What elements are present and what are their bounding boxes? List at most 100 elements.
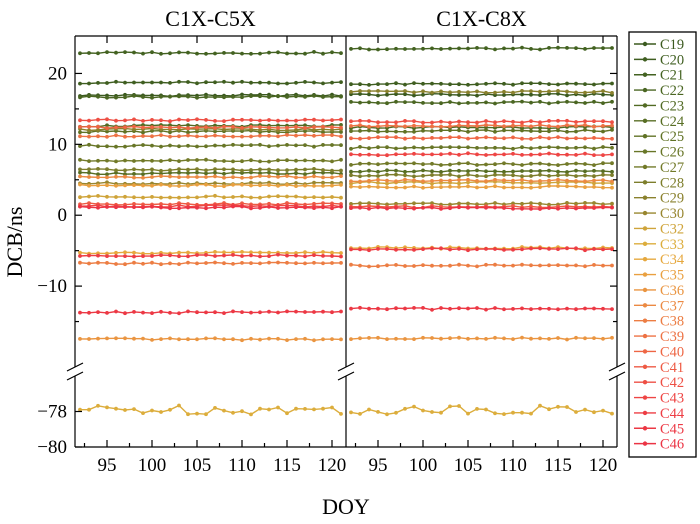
data-point [285, 158, 289, 163]
data-point [294, 337, 298, 341]
data-point [105, 123, 109, 128]
data-point [159, 80, 163, 85]
data-point [339, 204, 343, 209]
series-c21 [78, 50, 343, 56]
data-point [159, 125, 163, 129]
data-point [376, 205, 380, 210]
legend-label: C23 [660, 98, 684, 114]
data-point [195, 182, 199, 187]
data-point [385, 206, 389, 211]
data-point [583, 162, 587, 166]
data-point [511, 178, 515, 183]
data-point [132, 127, 136, 132]
data-point [466, 101, 470, 105]
legend-label: C22 [660, 83, 684, 99]
data-point [610, 120, 614, 125]
data-point [312, 94, 316, 98]
series-line [350, 129, 613, 133]
data-point [177, 167, 181, 172]
legend-label: C35 [660, 268, 684, 284]
x-axis-title: DOY [322, 494, 370, 519]
data-point [547, 136, 551, 141]
data-point [349, 146, 353, 151]
data-point [565, 89, 569, 94]
data-point [394, 89, 398, 94]
data-point [321, 133, 325, 138]
data-point [421, 162, 425, 167]
data-point [312, 195, 316, 200]
data-point [583, 47, 587, 51]
data-point [394, 152, 398, 157]
data-point [403, 129, 407, 134]
data-point [511, 185, 515, 190]
data-point [547, 129, 551, 134]
data-point [150, 175, 154, 179]
data-point [610, 335, 614, 340]
legend-label: C43 [660, 391, 684, 407]
data-point [285, 174, 289, 178]
data-point [132, 175, 136, 180]
data-point [204, 412, 208, 417]
data-point [349, 124, 353, 128]
data-point [574, 145, 578, 150]
data-point [105, 336, 109, 341]
data-point [457, 174, 461, 179]
data-point [358, 336, 362, 341]
data-point [592, 206, 596, 210]
data-point [430, 181, 434, 186]
data-point [339, 183, 343, 187]
data-point [583, 336, 587, 341]
data-point [565, 152, 569, 157]
data-point [358, 118, 362, 123]
data-point [403, 152, 407, 157]
data-point [556, 184, 560, 188]
data-point [240, 175, 244, 180]
data-point [96, 128, 100, 132]
data-point [430, 90, 434, 95]
data-point [312, 310, 316, 314]
data-point [583, 145, 587, 150]
data-point [421, 152, 425, 157]
data-point [367, 100, 371, 105]
data-point [276, 168, 280, 173]
data-point [367, 306, 371, 311]
data-point [421, 124, 425, 128]
data-point [249, 183, 253, 188]
data-point [267, 170, 271, 175]
data-point [168, 253, 172, 258]
data-point [457, 101, 461, 106]
data-point [231, 337, 235, 342]
data-point [330, 175, 334, 180]
data-point [294, 143, 298, 148]
data-point [168, 174, 172, 179]
data-point [312, 174, 316, 179]
data-point [529, 201, 533, 206]
data-point [249, 51, 253, 56]
data-point [385, 247, 389, 251]
data-point [78, 118, 82, 123]
data-point [141, 80, 145, 85]
data-point [367, 146, 371, 151]
data-point [394, 247, 398, 252]
data-point [385, 153, 389, 158]
data-point [195, 175, 199, 179]
x-tick-label: 115 [273, 455, 301, 476]
series-line [350, 185, 613, 189]
data-point [412, 161, 416, 166]
x-tick-label: 120 [318, 455, 347, 476]
data-point [565, 46, 569, 50]
data-point [493, 47, 497, 52]
data-point [520, 185, 524, 190]
series-line [79, 195, 342, 199]
data-point [538, 185, 542, 190]
data-point [276, 405, 280, 410]
data-point [538, 120, 542, 125]
data-point [114, 205, 118, 210]
data-point [312, 117, 316, 122]
data-point [358, 179, 362, 184]
data-point [457, 185, 461, 189]
data-point [96, 51, 100, 56]
series-line [79, 251, 342, 255]
data-point [529, 207, 533, 211]
series-line [79, 181, 342, 185]
